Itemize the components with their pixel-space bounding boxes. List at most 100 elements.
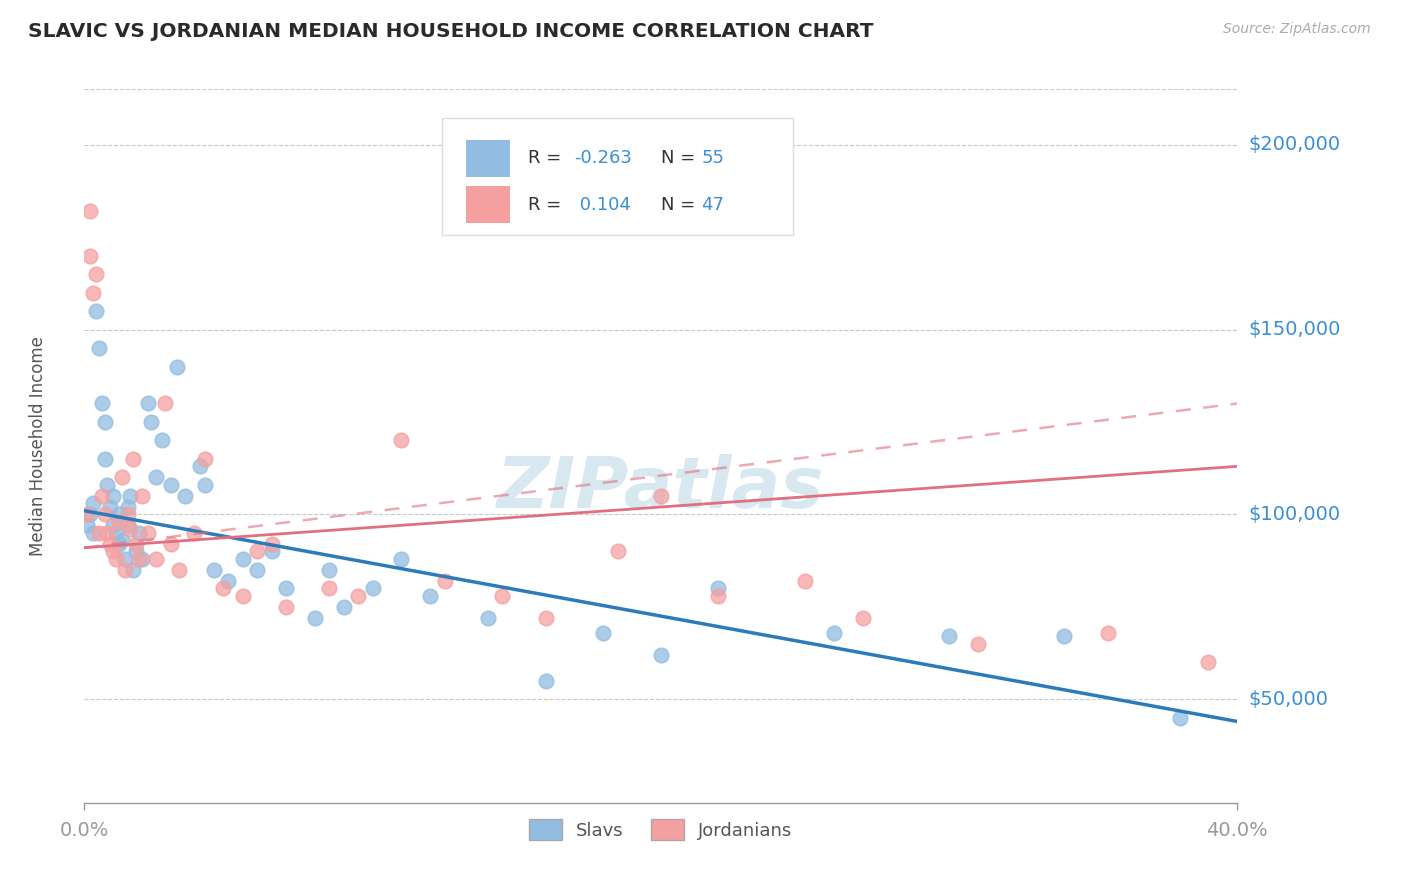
Point <box>1053 629 1076 643</box>
Point <box>169 563 191 577</box>
Point <box>150 434 173 448</box>
Point <box>125 537 148 551</box>
Text: Source: ZipAtlas.com: Source: ZipAtlas.com <box>1223 22 1371 37</box>
Point <box>333 599 356 614</box>
Point <box>117 500 139 514</box>
Point <box>108 537 131 551</box>
Text: $50,000: $50,000 <box>1249 690 1329 709</box>
Point <box>114 551 136 566</box>
Point <box>194 452 217 467</box>
Point <box>188 459 211 474</box>
Point <box>125 544 148 558</box>
Point <box>103 489 124 503</box>
Point <box>823 625 845 640</box>
Point <box>128 551 150 566</box>
Point <box>491 589 513 603</box>
Point <box>136 396 159 410</box>
Point <box>98 537 121 551</box>
Point <box>122 563 145 577</box>
Point <box>391 434 413 448</box>
Text: 55: 55 <box>702 150 724 168</box>
Point <box>108 508 131 522</box>
Point <box>1198 655 1220 669</box>
Point <box>139 415 162 429</box>
Legend: Slavs, Jordanians: Slavs, Jordanians <box>522 812 800 847</box>
Point <box>174 489 197 503</box>
Text: N =: N = <box>661 196 695 214</box>
Point <box>131 551 153 566</box>
Point <box>707 582 730 596</box>
Point <box>304 611 326 625</box>
Point <box>246 563 269 577</box>
Point <box>79 249 101 263</box>
Text: R =: R = <box>529 150 561 168</box>
Point <box>120 489 142 503</box>
Point <box>90 396 112 410</box>
Point <box>96 478 118 492</box>
Point <box>276 582 298 596</box>
Point <box>650 489 672 503</box>
Point <box>246 544 269 558</box>
Point <box>145 551 167 566</box>
Text: $100,000: $100,000 <box>1249 505 1341 524</box>
Point <box>117 508 139 522</box>
Point <box>76 518 98 533</box>
Point <box>202 563 225 577</box>
Point <box>318 582 340 596</box>
Point <box>433 574 456 588</box>
Point <box>347 589 370 603</box>
Point <box>276 599 298 614</box>
Point <box>120 522 142 536</box>
Text: SLAVIC VS JORDANIAN MEDIAN HOUSEHOLD INCOME CORRELATION CHART: SLAVIC VS JORDANIAN MEDIAN HOUSEHOLD INC… <box>28 22 873 41</box>
Point <box>111 470 134 484</box>
Point <box>111 533 134 548</box>
Point <box>606 544 628 558</box>
Point <box>105 551 128 566</box>
Point <box>108 515 131 529</box>
Point <box>122 452 145 467</box>
Point <box>183 525 205 540</box>
Text: ZIPatlas: ZIPatlas <box>498 454 824 524</box>
Text: N =: N = <box>661 150 695 168</box>
Point <box>82 525 104 540</box>
Point <box>105 525 128 540</box>
Point <box>96 525 118 540</box>
Point <box>260 544 283 558</box>
Point <box>82 285 104 300</box>
Text: Median Household Income: Median Household Income <box>30 336 48 556</box>
Point <box>98 500 121 514</box>
Point <box>534 673 557 688</box>
Bar <box>465 186 510 223</box>
Point <box>84 267 107 281</box>
Point <box>1097 625 1119 640</box>
Point <box>166 359 188 374</box>
Point <box>650 648 672 662</box>
Bar <box>465 140 510 177</box>
Text: 0.104: 0.104 <box>575 196 631 214</box>
Point <box>153 396 176 410</box>
Point <box>114 563 136 577</box>
Point <box>93 415 115 429</box>
Point <box>852 611 875 625</box>
Point <box>131 489 153 503</box>
Point <box>707 589 730 603</box>
Text: $200,000: $200,000 <box>1249 136 1341 154</box>
Point <box>232 589 254 603</box>
Point <box>318 563 340 577</box>
Point <box>87 341 110 355</box>
Text: R =: R = <box>529 196 561 214</box>
Point <box>361 582 384 596</box>
Point <box>79 204 101 219</box>
Point <box>87 525 110 540</box>
Point <box>117 518 139 533</box>
Point <box>160 537 183 551</box>
Point <box>79 508 101 522</box>
Point <box>103 544 124 558</box>
Point <box>477 611 499 625</box>
Point <box>938 629 960 643</box>
Point <box>794 574 817 588</box>
Point <box>391 551 413 566</box>
Point <box>232 551 254 566</box>
Point <box>194 478 217 492</box>
Text: 47: 47 <box>702 196 724 214</box>
